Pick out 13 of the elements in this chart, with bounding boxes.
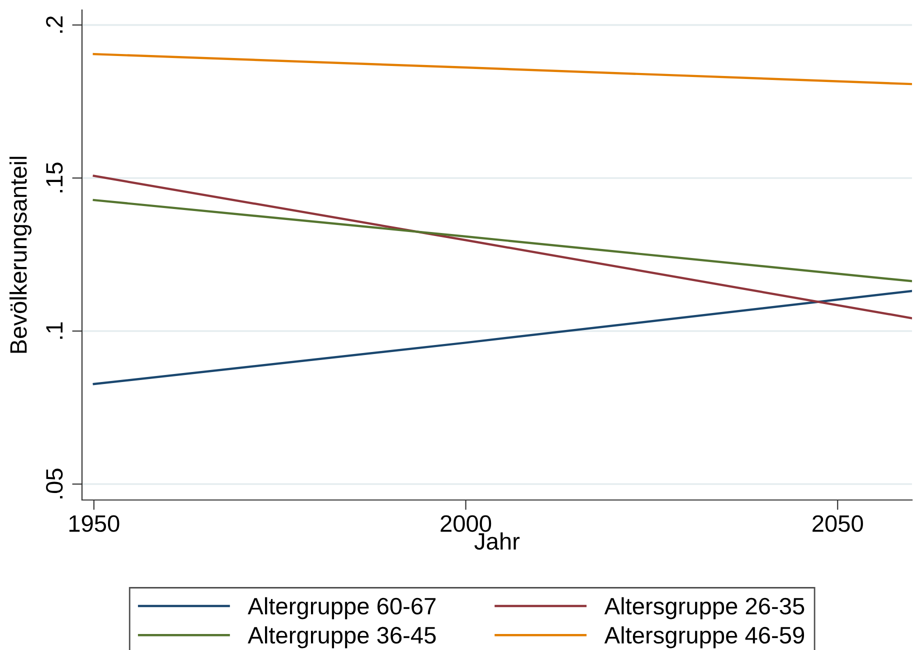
legend-label: Altersgruppe 26-35 [604, 597, 804, 620]
y-tick-label: .15 [46, 162, 63, 192]
x-tick-label: 2050 [812, 515, 863, 532]
y-tick-label: .05 [46, 468, 63, 498]
x-axis-title: Jahr [474, 532, 520, 550]
y-tick-label: .2 [46, 16, 63, 33]
y-tick-label: .1 [46, 322, 63, 339]
x-tick-label: 1950 [69, 515, 120, 532]
x-tick-label: 2000 [440, 515, 492, 532]
legend-label: Altergruppe 60-67 [248, 597, 436, 620]
legend-label: Altergruppe 36-45 [248, 626, 436, 648]
legend-label: Altersgruppe 46-59 [604, 626, 804, 648]
y-axis-title: Bevölkerungsanteil [10, 156, 32, 353]
